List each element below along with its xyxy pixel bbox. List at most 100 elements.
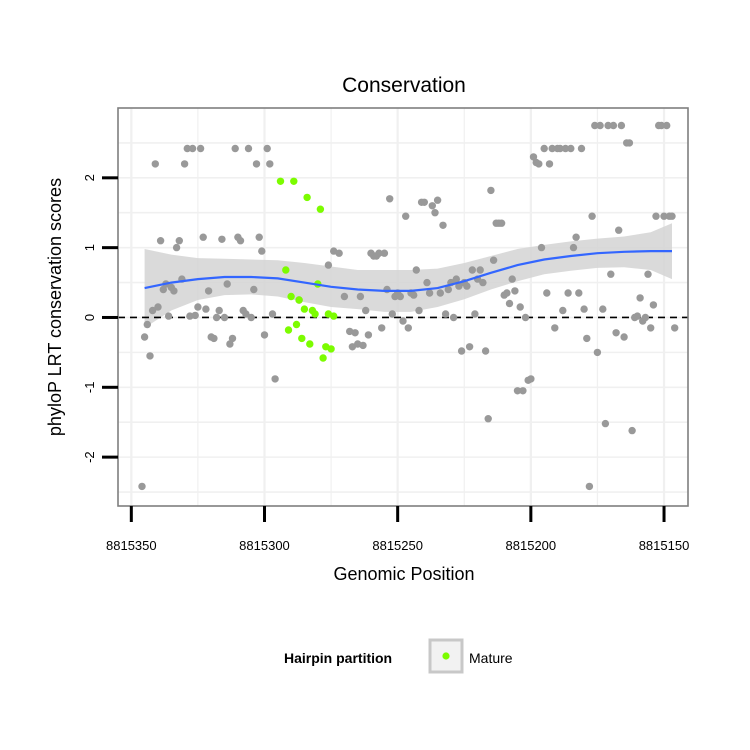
data-point: [356, 292, 365, 301]
data-point: [572, 233, 580, 241]
data-point: [231, 144, 239, 153]
data-point: [628, 426, 636, 435]
y-tick-label: -2: [82, 451, 97, 463]
data-point: [449, 313, 458, 322]
mature-points: [276, 177, 338, 362]
data-point: [410, 291, 418, 299]
data-point: [543, 289, 551, 297]
data-point: [668, 212, 676, 220]
data-point: [196, 144, 205, 153]
data-point: [423, 278, 431, 287]
data-point: [151, 160, 159, 168]
data-point: [559, 306, 567, 315]
legend-mature-marker: [442, 652, 450, 660]
data-point: [220, 313, 229, 322]
data-point: [226, 340, 234, 348]
data-point: [593, 348, 602, 357]
data-point: [212, 313, 221, 322]
data-point: [242, 310, 250, 318]
data-point: [567, 144, 575, 153]
data-point: [647, 324, 655, 332]
data-point: [540, 144, 548, 153]
data-point: [479, 278, 487, 287]
mature-data-point: [306, 340, 314, 348]
data-point: [575, 289, 583, 297]
data-point: [636, 294, 644, 302]
y-tick-label: 1: [82, 244, 97, 251]
data-point: [258, 247, 266, 255]
data-point: [252, 160, 261, 168]
mature-data-point: [282, 266, 290, 274]
data-point: [138, 482, 146, 491]
data-point: [199, 233, 207, 241]
data-point: [380, 249, 389, 257]
loess-line: [144, 250, 672, 292]
data-point: [537, 243, 546, 252]
data-point: [585, 482, 594, 491]
mature-data-point: [311, 310, 319, 318]
data-point: [580, 305, 588, 313]
data-point: [548, 144, 556, 153]
data-point: [561, 144, 570, 153]
mature-data-point: [303, 193, 311, 202]
data-point: [489, 256, 498, 264]
data-point: [266, 160, 274, 168]
data-point: [170, 287, 178, 295]
data-point: [378, 324, 386, 332]
data-point: [551, 324, 559, 332]
data-point: [180, 160, 189, 168]
data-point: [644, 270, 652, 278]
legend-label-mature: Mature: [469, 650, 513, 666]
mature-data-point: [276, 177, 285, 185]
data-point: [396, 292, 404, 301]
data-point: [420, 198, 428, 206]
data-point: [143, 320, 151, 329]
data-point: [519, 387, 527, 395]
data-point: [465, 343, 474, 351]
mature-data-point: [300, 305, 309, 313]
mature-data-point: [290, 177, 298, 185]
mature-data-point: [298, 334, 306, 343]
data-point: [652, 212, 660, 220]
mature-data-point: [330, 312, 338, 320]
data-point: [588, 212, 596, 220]
data-point: [535, 160, 543, 168]
data-point: [247, 313, 255, 322]
data-point: [164, 312, 173, 320]
data-point: [439, 221, 447, 229]
x-tick-label: 8815250: [372, 538, 423, 553]
data-point: [527, 375, 535, 383]
data-point: [609, 121, 618, 130]
data-point: [612, 329, 620, 337]
data-point: [351, 329, 359, 337]
data-point: [564, 289, 572, 297]
data-point: [455, 282, 463, 290]
data-point: [663, 121, 671, 130]
data-point: [601, 419, 610, 428]
y-tick-label: -1: [82, 382, 97, 394]
data-point: [175, 237, 183, 245]
data-point: [620, 333, 628, 341]
data-point: [404, 324, 412, 332]
data-point: [660, 212, 668, 220]
data-point: [183, 144, 191, 153]
data-point: [468, 266, 476, 274]
data-point: [577, 144, 586, 153]
data-point: [615, 226, 623, 234]
chart-title: Conservation: [342, 74, 466, 97]
data-point: [402, 212, 410, 220]
data-point: [583, 334, 591, 343]
data-point: [223, 280, 231, 288]
x-tick-label: 8815300: [239, 538, 290, 553]
data-point: [604, 121, 612, 130]
data-point: [202, 305, 210, 313]
data-point: [425, 289, 434, 297]
data-point: [471, 310, 479, 318]
data-point: [412, 266, 420, 274]
data-point: [362, 306, 370, 315]
y-tick-label: 0: [82, 314, 97, 321]
data-point: [215, 306, 223, 315]
data-point: [335, 249, 343, 257]
data-point: [529, 153, 538, 161]
data-point: [148, 306, 157, 315]
